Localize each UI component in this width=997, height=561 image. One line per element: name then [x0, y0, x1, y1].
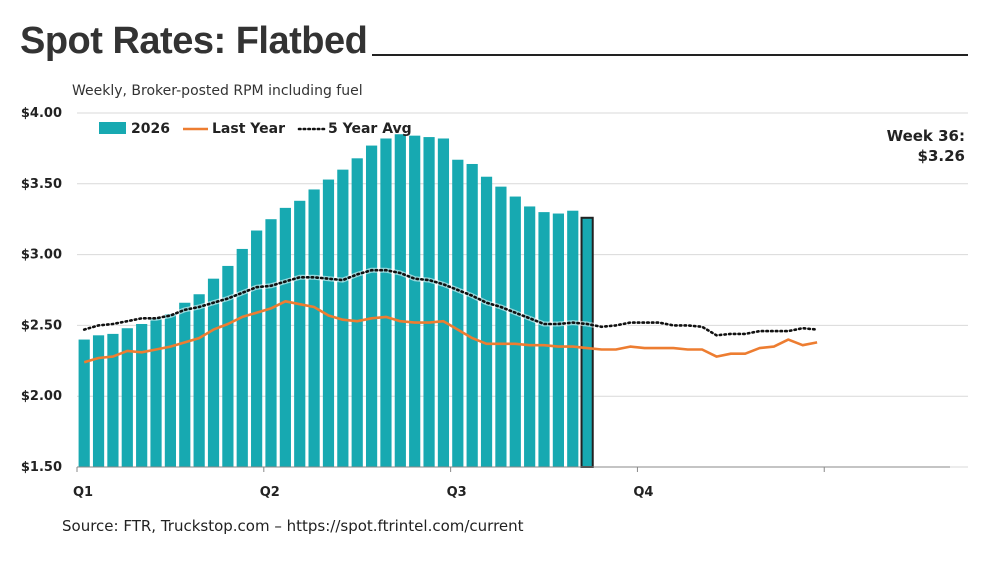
line-5-year-avg	[82, 268, 819, 337]
callout-week: Week 36:	[886, 127, 965, 145]
bar	[409, 135, 421, 467]
source-note: Source: FTR, Truckstop.com – https://spo…	[62, 517, 524, 535]
bar	[78, 339, 90, 467]
bar	[509, 196, 521, 467]
bar	[150, 318, 162, 467]
bar	[236, 248, 248, 467]
y-tick-label: $3.00	[21, 248, 62, 263]
x-axis	[76, 466, 950, 472]
bar	[207, 278, 220, 467]
callout-value: $3.26	[917, 147, 965, 165]
title-rule	[372, 54, 968, 56]
bar	[222, 265, 234, 467]
legend-label-5-year-avg: 5 Year Avg	[328, 121, 412, 137]
y-axis-labels: $1.50 $2.00 $2.50 $3.00 $3.50 $4.00	[21, 106, 62, 475]
legend-label-2026: 2026	[131, 121, 170, 137]
y-tick-label: $2.00	[21, 389, 62, 404]
bar	[365, 145, 378, 467]
x-tick-label: Q1	[73, 485, 93, 500]
x-axis-labels: Q1 Q2 Q3 Q4	[73, 485, 654, 500]
latest-week-callout: Week 36: $3.26	[887, 126, 965, 166]
bar	[107, 333, 119, 467]
bar	[423, 137, 435, 467]
y-tick-label: $4.00	[21, 106, 62, 121]
bar	[538, 212, 550, 467]
bar	[552, 213, 564, 467]
bar	[337, 169, 349, 467]
bar	[179, 302, 191, 467]
y-tick-label: $2.50	[21, 318, 62, 333]
legend-label-last-year: Last Year	[212, 121, 285, 137]
series-lines	[82, 267, 819, 364]
y-tick-label: $3.50	[21, 177, 62, 192]
bar	[524, 206, 536, 467]
legend: 2026 Last Year 5 Year Avg	[99, 121, 412, 137]
bar	[437, 138, 450, 467]
bar	[164, 314, 177, 467]
x-tick-label: Q4	[633, 485, 653, 500]
bar	[279, 207, 291, 467]
x-tick-label: Q2	[260, 485, 280, 500]
y-tick-label: $1.50	[21, 460, 62, 475]
bar	[567, 210, 579, 468]
legend-swatch-2026	[99, 122, 126, 134]
page-title: Spot Rates: Flatbed	[20, 20, 368, 62]
bar	[495, 186, 507, 467]
bar	[251, 230, 263, 467]
bar	[308, 189, 320, 468]
bar	[452, 159, 464, 467]
bar	[480, 176, 493, 467]
bar	[322, 179, 335, 467]
bar	[92, 335, 105, 467]
bar-highlighted-week	[580, 216, 594, 468]
bar	[394, 134, 406, 468]
bar	[265, 219, 277, 467]
bar	[121, 328, 133, 467]
bar	[466, 163, 478, 467]
bars-2026	[78, 134, 594, 468]
chart-subtitle: Weekly, Broker-posted RPM including fuel	[72, 83, 363, 99]
bar	[294, 200, 306, 468]
bar	[193, 294, 205, 467]
line-last-year	[83, 299, 818, 364]
bar	[380, 138, 392, 467]
bar	[351, 158, 363, 467]
bar	[136, 323, 148, 467]
x-tick-label: Q3	[447, 485, 467, 500]
